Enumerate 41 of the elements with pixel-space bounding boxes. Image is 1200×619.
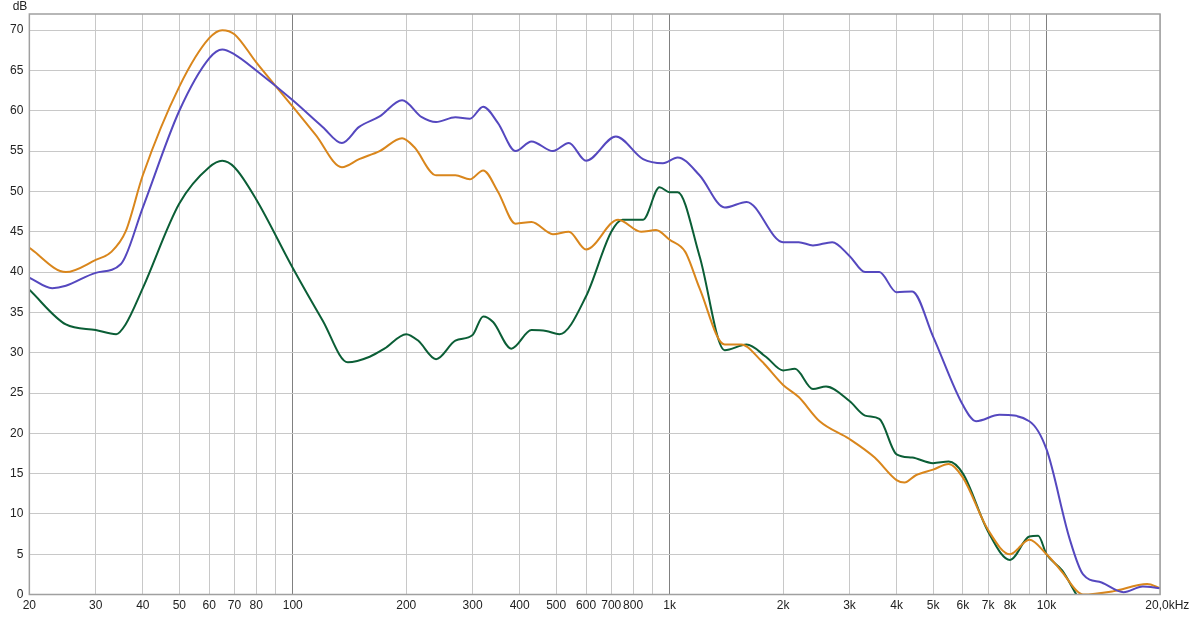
x-tick-label: 40 bbox=[136, 598, 150, 613]
x-tick-label: 700 bbox=[601, 598, 622, 613]
x-tick-label: 2k bbox=[776, 598, 791, 613]
x-tick-label: 5k bbox=[926, 598, 941, 613]
x-tick-label: 60 bbox=[202, 598, 217, 613]
x-tick-label: 20,0k bbox=[1145, 598, 1176, 613]
x-tick-label: 10k bbox=[1036, 598, 1058, 613]
x-tick-label: 200 bbox=[396, 598, 417, 613]
y-tick-label: 35 bbox=[9, 304, 24, 319]
x-tick-label: 4k bbox=[890, 598, 904, 613]
x-tick-label: 30 bbox=[89, 598, 103, 613]
x-tick-label: 80 bbox=[249, 598, 264, 613]
y-tick-label: 5 bbox=[16, 546, 24, 561]
y-tick-label: 0 bbox=[16, 586, 24, 601]
x-tick-label: 70 bbox=[227, 598, 242, 613]
y-tick-label: 20 bbox=[9, 425, 24, 440]
y-tick-label: 55 bbox=[9, 143, 24, 158]
x-tick-label: 6k bbox=[956, 598, 971, 613]
x-tick-label: 1k bbox=[663, 598, 677, 613]
y-tick-label: 50 bbox=[9, 183, 24, 198]
x-tick-label: 7k bbox=[981, 598, 996, 613]
x-tick-label: 500 bbox=[546, 598, 567, 613]
y-tick-label: 70 bbox=[9, 22, 24, 37]
y-tick-label: 15 bbox=[9, 465, 24, 480]
y-tick-label: 45 bbox=[9, 224, 24, 239]
x-tick-label: 8k bbox=[1003, 598, 1018, 613]
y-tick-label: 10 bbox=[9, 506, 24, 521]
x-tick-label: 600 bbox=[576, 598, 597, 613]
x-tick-label: 300 bbox=[462, 598, 483, 613]
x-tick-label: 800 bbox=[623, 598, 644, 613]
y-tick-label: 25 bbox=[9, 385, 24, 400]
y-axis-title: dB bbox=[12, 0, 28, 14]
x-tick-label: 400 bbox=[509, 598, 531, 613]
x-axis-title: Hz bbox=[1174, 597, 1190, 612]
y-tick-label: 40 bbox=[9, 264, 24, 279]
x-tick-label: 100 bbox=[282, 598, 304, 613]
y-tick-label: 65 bbox=[9, 62, 24, 77]
x-tick-label: 3k bbox=[843, 598, 857, 613]
y-tick-label: 30 bbox=[9, 345, 24, 359]
y-tick-label: 60 bbox=[9, 103, 24, 118]
x-tick-label: 50 bbox=[172, 598, 187, 613]
